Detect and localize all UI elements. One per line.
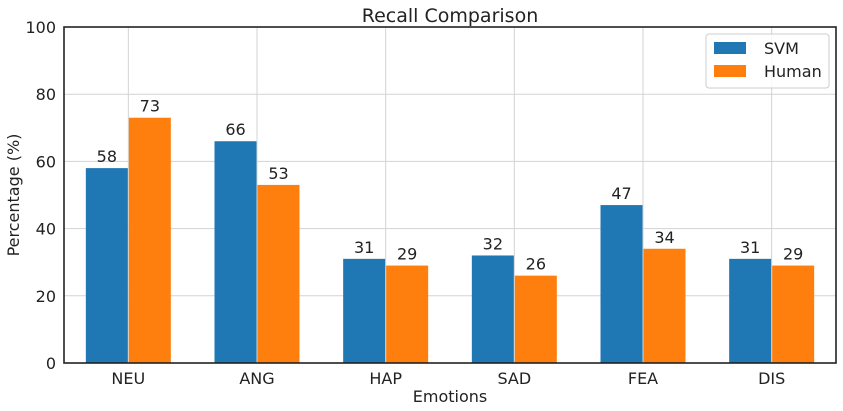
x-tick-label: NEU xyxy=(111,369,145,388)
legend-label-svm: SVM xyxy=(764,39,799,58)
x-axis-ticks: NEU ANG HAP SAD FEA DIS xyxy=(111,369,785,388)
legend-swatch-human xyxy=(714,65,746,77)
bar-human-hap xyxy=(386,265,429,363)
x-axis-title: Emotions xyxy=(413,387,487,406)
y-tick-label: 20 xyxy=(36,287,56,306)
data-label: 53 xyxy=(268,164,288,183)
legend-label-human: Human xyxy=(764,62,822,81)
x-tick-label: DIS xyxy=(758,369,785,388)
bar-svm-fea xyxy=(600,205,643,363)
bars xyxy=(85,117,815,363)
legend: SVM Human xyxy=(705,33,830,89)
y-tick-label: 0 xyxy=(46,354,56,373)
data-label: 26 xyxy=(526,255,546,274)
x-tick-label: ANG xyxy=(239,369,274,388)
legend-swatch-svm xyxy=(714,42,746,54)
data-label: 34 xyxy=(654,228,674,247)
data-label: 32 xyxy=(483,234,503,253)
bar-svm-ang xyxy=(214,141,257,363)
y-tick-label: 100 xyxy=(25,18,56,37)
bar-human-ang xyxy=(257,184,300,363)
bar-human-fea xyxy=(643,248,686,363)
data-label: 73 xyxy=(140,97,160,116)
data-label: 58 xyxy=(97,147,117,166)
bar-svm-neu xyxy=(85,168,128,363)
data-label: 29 xyxy=(783,245,803,264)
data-labels: 58 73 66 53 31 29 32 26 47 34 31 29 xyxy=(97,97,804,274)
x-tick-label: HAP xyxy=(369,369,402,388)
chart-title: Recall Comparison xyxy=(362,5,538,27)
bar-human-neu xyxy=(128,117,171,363)
y-tick-label: 40 xyxy=(36,220,56,239)
bar-svm-hap xyxy=(343,258,386,363)
data-label: 29 xyxy=(397,245,417,264)
data-label: 66 xyxy=(225,120,245,139)
y-tick-label: 80 xyxy=(36,85,56,104)
y-tick-label: 60 xyxy=(36,152,56,171)
x-tick-label: FEA xyxy=(628,369,658,388)
y-axis-title: Percentage (%) xyxy=(4,134,23,257)
plot-frame xyxy=(63,26,837,364)
bar-svm-dis xyxy=(729,258,772,363)
y-axis-ticks: 0 20 40 60 80 100 xyxy=(25,18,56,373)
x-tick-label: SAD xyxy=(497,369,531,388)
bar-human-dis xyxy=(772,265,815,363)
bar-svm-sad xyxy=(471,255,514,363)
data-label: 47 xyxy=(611,184,631,203)
data-label: 31 xyxy=(354,238,374,257)
bar-human-sad xyxy=(514,275,557,363)
data-label: 31 xyxy=(740,238,760,257)
